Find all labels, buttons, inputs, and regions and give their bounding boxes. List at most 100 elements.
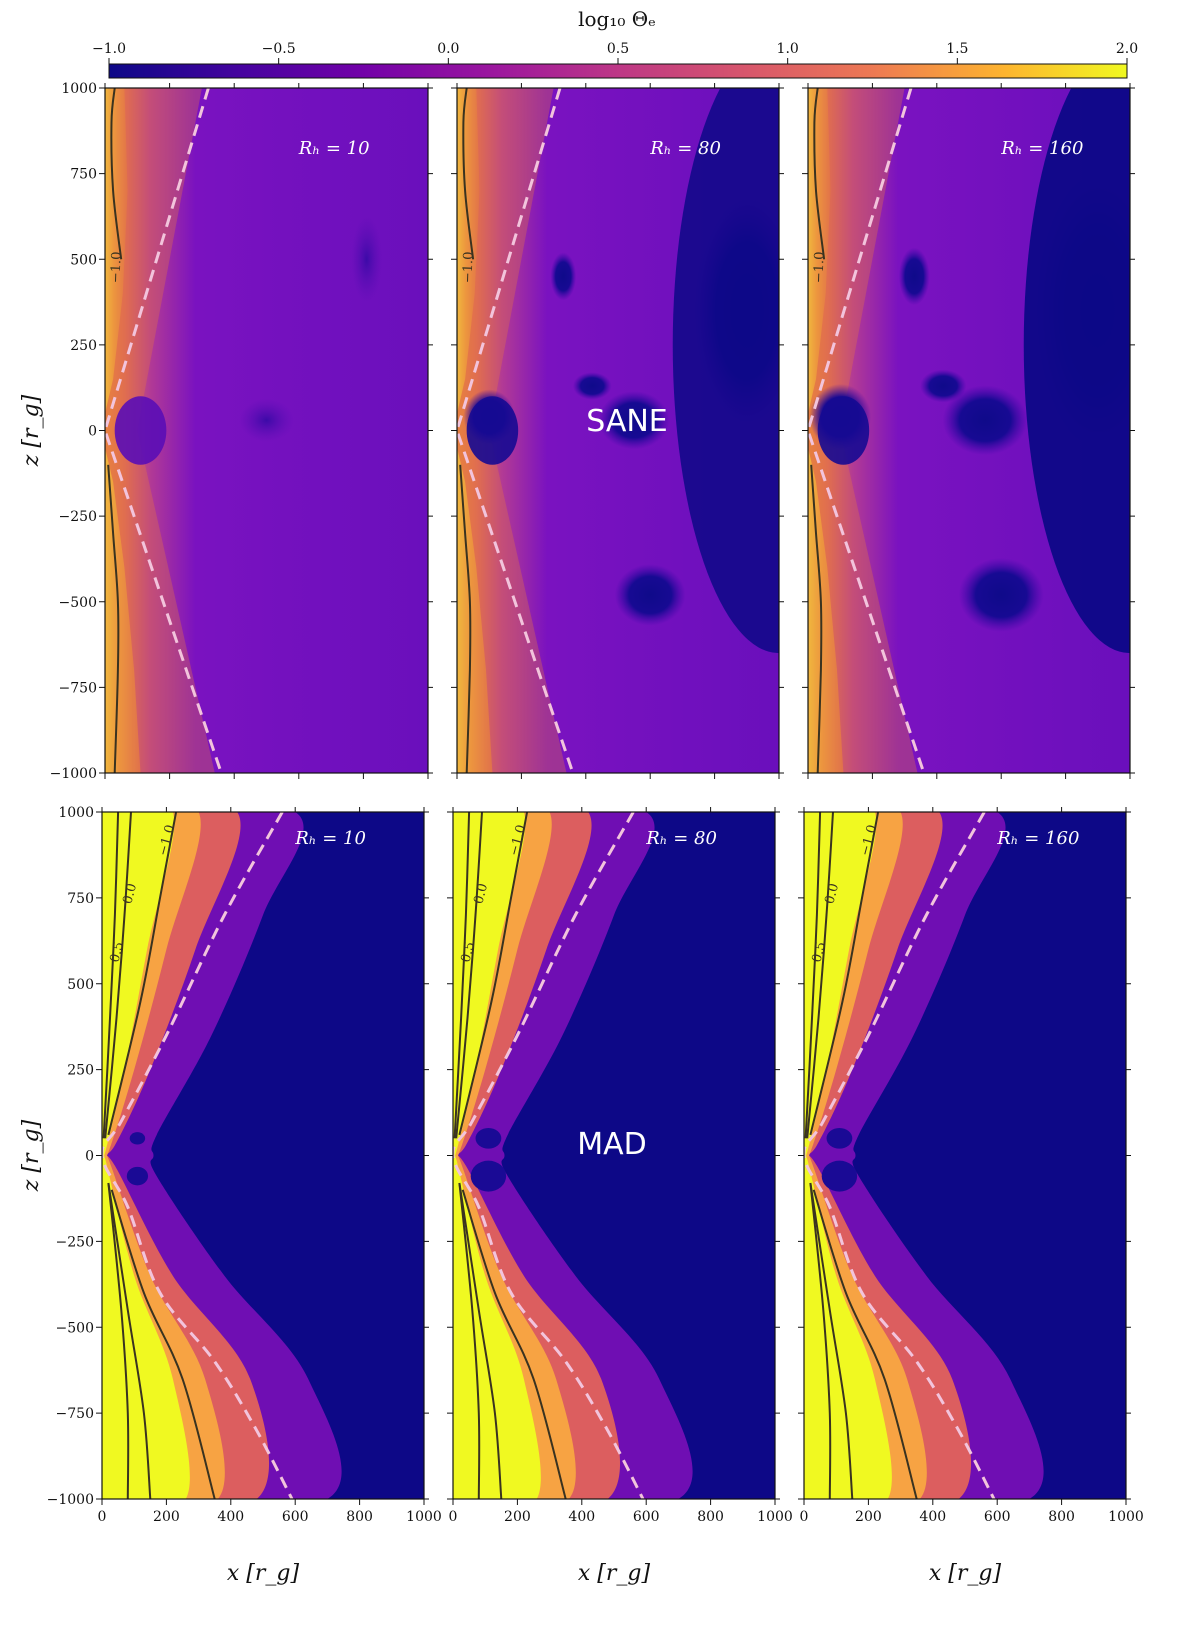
- x-tick-label: 400: [919, 1509, 946, 1525]
- contour-line: [462, 88, 475, 260]
- x-tick-label: 800: [697, 1509, 724, 1525]
- jet-region: [453, 812, 541, 1499]
- colorbar-tick-label: −1.0: [92, 41, 126, 57]
- x-tick-label: 200: [153, 1509, 180, 1525]
- contour-line: [110, 88, 123, 260]
- dashed-boundary: [804, 812, 996, 1499]
- contour-line: [102, 812, 120, 1139]
- x-tick-label: 0: [449, 1509, 458, 1525]
- contour-line: [809, 1182, 854, 1499]
- colorbar-title: log₁₀ Θₑ: [578, 7, 656, 31]
- x-tick-label: 1000: [757, 1509, 793, 1525]
- y-tick-label: −750: [56, 1406, 94, 1422]
- low-temperature-region: [470, 1160, 507, 1192]
- x-tick-label: 200: [855, 1509, 882, 1525]
- y-tick-label: 750: [70, 167, 97, 183]
- contour-label: 0.5: [809, 940, 829, 964]
- contour-line: [458, 1182, 503, 1499]
- panel-mad-2: −1.00.00.5: [453, 812, 775, 1499]
- jet-region: [105, 447, 141, 773]
- contour-label: −1.0: [460, 251, 476, 283]
- dashed-boundary: [457, 88, 575, 773]
- low-temperature-region: [826, 1128, 853, 1149]
- contour-line: [461, 1189, 567, 1499]
- jet-region: [457, 447, 493, 773]
- x-axis-label: x [r_g]: [578, 1561, 651, 1586]
- low-temperature-region: [672, 88, 779, 654]
- colorbar-tick-label: 2.0: [1116, 41, 1138, 57]
- y-tick-label: −500: [59, 595, 97, 611]
- jet-region: [808, 88, 831, 414]
- x-tick-label: 600: [984, 1509, 1011, 1525]
- contour-line: [458, 1182, 481, 1499]
- contour-line: [107, 1182, 152, 1499]
- panel-mad-1: −1.00.00.5: [102, 812, 424, 1499]
- y-tick-label: 1000: [58, 805, 94, 821]
- jet-region: [105, 88, 128, 414]
- low-temperature-region: [129, 1132, 146, 1145]
- colorbar-tick-label: 0.0: [437, 41, 459, 57]
- colorbar-tick-label: 0.5: [607, 41, 629, 57]
- low-temperature-region: [572, 372, 612, 400]
- low-temperature-region: [550, 252, 577, 301]
- contour-label: 0.5: [458, 940, 478, 964]
- contour-line: [804, 812, 822, 1139]
- contour-line: [810, 464, 823, 773]
- contour-label: −1.0: [109, 251, 125, 283]
- contour-line: [458, 812, 529, 1136]
- inner-turbulence: [466, 396, 519, 465]
- y-tick-label: −250: [59, 509, 97, 525]
- y-axis-label: z [r_g]: [19, 1119, 44, 1192]
- sheath-region: [105, 88, 215, 773]
- x-tick-label: 400: [568, 1509, 595, 1525]
- y-tick-label: −250: [56, 1234, 94, 1250]
- y-tick-label: 0: [88, 424, 97, 440]
- model-label: SANE: [586, 404, 668, 439]
- y-tick-label: 250: [70, 338, 97, 354]
- contour-label: 0.0: [471, 882, 491, 906]
- y-tick-label: −1000: [50, 766, 97, 782]
- low-temperature-region: [475, 1128, 502, 1149]
- x-tick-label: 1000: [1108, 1509, 1144, 1525]
- colorbar-ticks: −1.0 −0.5 0.0 0.5 1.0 1.5 2.0: [92, 41, 1138, 64]
- low-temperature-region: [898, 247, 930, 306]
- colorbar-tick-label: 1.0: [777, 41, 799, 57]
- panel-sane-2: −1.0: [457, 88, 779, 773]
- contour-line: [107, 464, 120, 773]
- panel-sane-1: −1.0: [105, 88, 428, 773]
- x-tick-label: 200: [504, 1509, 531, 1525]
- low-temperature-region: [920, 369, 967, 403]
- x-tick-label: 0: [800, 1509, 809, 1525]
- y-tick-label: −500: [56, 1320, 94, 1336]
- sheath-region: [808, 88, 918, 773]
- contour-line: [813, 88, 826, 260]
- contour-line: [455, 812, 483, 1139]
- y-tick-label: −750: [59, 680, 97, 696]
- x-tick-label: 1000: [406, 1509, 442, 1525]
- contour-line: [812, 1189, 918, 1499]
- panels: −1.0 Rₕ = 10 1000 750 500 250 0 −250 −500 −750 −10…: [19, 81, 1144, 1586]
- low-temperature-region: [1023, 88, 1130, 654]
- low-temperature-region: [614, 564, 686, 626]
- panel-sane-3: −1.0: [808, 88, 1130, 773]
- panel-label: Rₕ = 80: [645, 828, 717, 849]
- x-tick-label: 800: [1048, 1509, 1075, 1525]
- inner-turbulence: [114, 396, 167, 465]
- contour-line: [809, 812, 880, 1136]
- dashed-boundary: [808, 88, 926, 773]
- panel-label: Rₕ = 160: [1000, 138, 1083, 159]
- model-label: MAD: [577, 1127, 647, 1162]
- colorbar-tick-label: −0.5: [262, 41, 296, 57]
- panel-label: Rₕ = 160: [996, 828, 1079, 849]
- contour-line: [104, 812, 132, 1139]
- y-tick-label: −1000: [47, 1492, 94, 1508]
- y-tick-label: 500: [70, 252, 97, 268]
- x-axis-label: x [r_g]: [929, 1561, 1002, 1586]
- jet-region: [804, 812, 892, 1499]
- contour-line: [107, 1182, 130, 1499]
- contour-line: [806, 812, 834, 1139]
- sheath-region: [457, 88, 567, 773]
- low-temperature-region: [942, 385, 1028, 456]
- contour-label: 0.0: [120, 882, 140, 906]
- panel-label: Rₕ = 10: [294, 828, 366, 849]
